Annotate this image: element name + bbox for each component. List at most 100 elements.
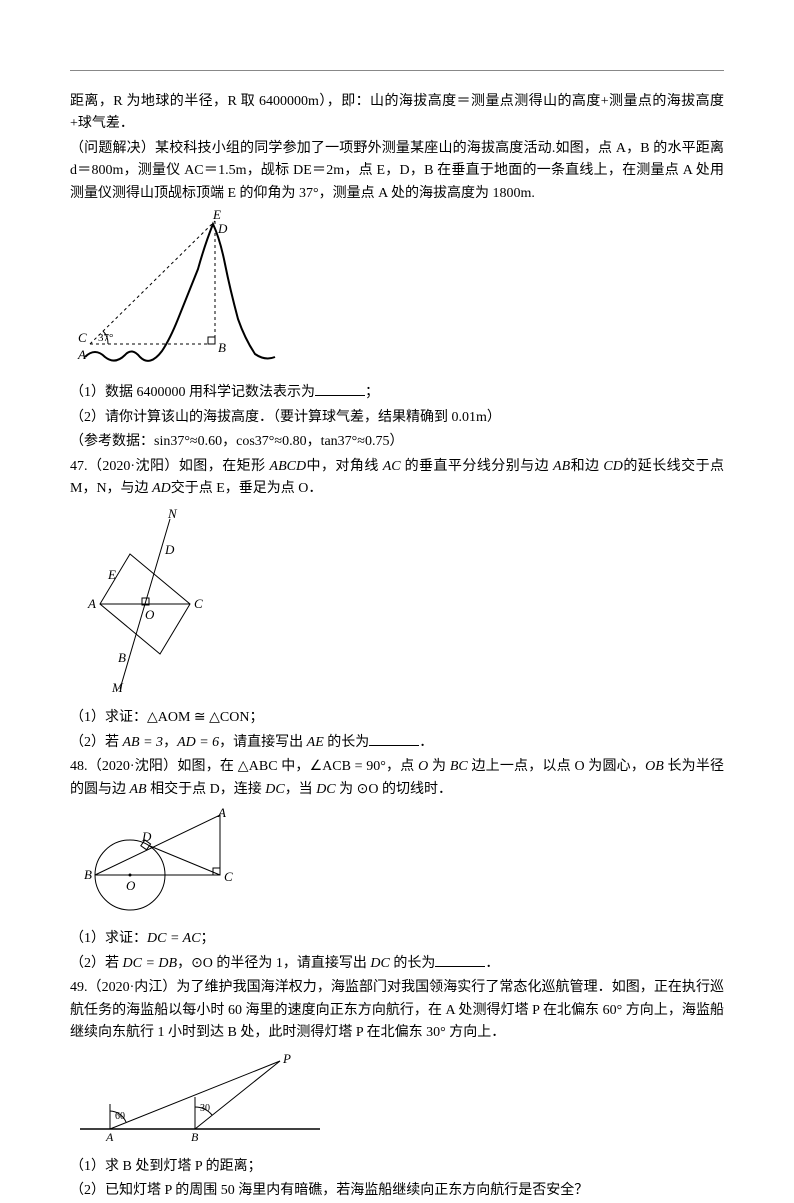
q47-s3: 的垂直平分线分别与边 <box>401 459 553 474</box>
label-C2: C <box>194 596 203 611</box>
q49-part1: （1）求 B 处到灯塔 P 的距离； <box>70 1156 724 1178</box>
q47-p2d: 的长为 <box>324 735 370 750</box>
label-A2: A <box>87 596 96 611</box>
q47-cd: CD <box>603 459 622 474</box>
label-B4: B <box>191 1130 199 1144</box>
q48-circ: ⊙O <box>357 782 379 797</box>
q49-text: 49.（2020·内江）为了维护我国海洋权力，海监部门对我国领海实行了常态化巡航… <box>70 977 724 1044</box>
q48-abc: △ABC <box>238 759 278 774</box>
q47-ac: AC <box>383 459 401 474</box>
q49-svg: 60 30 P A B <box>70 1049 330 1144</box>
label-N: N <box>167 506 178 521</box>
q47-text: 47.（2020·沈阳）如图，在矩形 ABCD中，对角线 AC 的垂直平分线分别… <box>70 456 724 501</box>
q47-p1b: △AOM ≅ △CON <box>147 710 250 725</box>
label-A4: A <box>105 1130 114 1144</box>
figure-q49: 60 30 P A B <box>70 1049 724 1152</box>
q48-s8: ，当 <box>285 782 317 797</box>
label-E2: E <box>107 567 116 582</box>
q48-p2b: DC = DB <box>123 956 178 971</box>
q47-ab: AB <box>553 459 570 474</box>
label-D2: D <box>164 542 175 557</box>
q48-s3: ，点 <box>386 759 418 774</box>
label-30: 30 <box>200 1103 210 1114</box>
intro-para-2: （问题解决）某校科技小组的同学参加了一项野外测量某座山的海拔高度活动.如图，点 … <box>70 138 724 205</box>
q48-s1: 48.（2020·沈阳）如图，在 <box>70 759 238 774</box>
q48-ob: OB <box>645 759 664 774</box>
q47-p2c: ，请直接写出 <box>219 735 307 750</box>
q48-part1: （1）求证：DC = AC； <box>70 928 724 950</box>
q47-p1c: ； <box>250 710 264 725</box>
q46-part2: （2）请你计算该山的海拔高度．（要计算球气差，结果精确到 0.01m） <box>70 407 724 429</box>
q47-p2ae: AE <box>307 735 324 750</box>
intro-para-1: 距离，R 为地球的半径，R 取 6400000m），即：山的海拔高度＝测量点测得… <box>70 91 724 136</box>
q48-p2d: 的半径为 1，请直接写出 <box>213 956 371 971</box>
q48-s5: 边上一点，以点 O 为圆心， <box>468 759 645 774</box>
q46-part3: （参考数据：sin37°≈0.60，cos37°≈0.80，tan37°≈0.7… <box>70 431 724 453</box>
page: 距离，R 为地球的半径，R 取 6400000m），即：山的海拔高度＝测量点测得… <box>0 0 794 1123</box>
q47-s1: 47.（2020·沈阳）如图，在矩形 <box>70 459 270 474</box>
q48-s4: 为 <box>428 759 450 774</box>
q48-o: O <box>418 759 428 774</box>
figure-q48: A D B O C <box>70 805 724 923</box>
q48-s2: 中， <box>278 759 310 774</box>
label-angle-37: 37° <box>98 332 113 344</box>
mountain-svg: E D C A B 37° <box>70 209 290 369</box>
q47-s6: 交于点 E，垂足为点 O． <box>171 481 323 496</box>
label-O: O <box>145 607 155 622</box>
figure-q47: N D E A O C B M <box>70 504 724 702</box>
label-P: P <box>282 1051 291 1066</box>
q48-dc2: DC <box>316 782 335 797</box>
label-B2: B <box>118 650 126 665</box>
q47-p1a: （1）求证： <box>70 710 147 725</box>
label-C: C <box>78 330 87 345</box>
q47-p2b: ， <box>163 735 177 750</box>
q48-text: 48.（2020·沈阳）如图，在 △ABC 中，∠ACB = 90°，点 O 为… <box>70 756 724 801</box>
q48-p1c: ； <box>201 931 215 946</box>
q48-bc: BC <box>450 759 468 774</box>
q48-part2: （2）若 DC = DB，⊙O 的半径为 1，请直接写出 DC 的长为． <box>70 952 724 975</box>
q47-p2a: （2）若 <box>70 735 123 750</box>
q48-p1b: DC = AC <box>147 931 201 946</box>
q48-s10: 的切线时． <box>378 782 452 797</box>
label-D: D <box>217 221 228 236</box>
q47-p2ab: AB = 3 <box>123 735 164 750</box>
q48-p2circ: ⊙O <box>191 956 213 971</box>
q48-acb: ∠ACB = 90° <box>310 759 386 774</box>
q48-s7: 相交于点 D，连接 <box>147 782 266 797</box>
figure-mountain: E D C A B 37° <box>70 209 724 377</box>
label-A3: A <box>217 805 226 820</box>
q48-p2a: （2）若 <box>70 956 123 971</box>
label-M: M <box>111 680 124 694</box>
q48-svg: A D B O C <box>70 805 260 915</box>
q47-p2ad: AD = 6 <box>177 735 219 750</box>
q48-p2dc: DC <box>370 956 389 971</box>
blank-3 <box>435 952 485 967</box>
label-C3: C <box>224 869 233 884</box>
blank-2 <box>369 731 419 746</box>
blank-1 <box>315 381 365 396</box>
q47-part2: （2）若 AB = 3，AD = 6，请直接写出 AE 的长为 ． <box>70 731 724 754</box>
q46-part1-text: （1）数据 6400000 用科学记数法表示为 <box>70 385 315 400</box>
q46-part1-suffix: ； <box>365 385 379 400</box>
label-60: 60 <box>115 1111 125 1122</box>
q47-s2: 中，对角线 <box>306 459 383 474</box>
q48-p2e: 的长为 <box>390 956 436 971</box>
q47-s4: 和边 <box>570 459 603 474</box>
q48-p1a: （1）求证： <box>70 931 147 946</box>
label-B: B <box>218 340 226 355</box>
q48-s9: 为 <box>336 782 357 797</box>
label-O3: O <box>126 878 136 893</box>
q47-part1: （1）求证：△AOM ≅ △CON； <box>70 707 724 729</box>
q47-abcd: ABCD <box>270 459 307 474</box>
q47-ad: AD <box>152 481 171 496</box>
q49-part2: （2）已知灯塔 P 的周围 50 海里内有暗礁，若海监船继续向正东方向航行是否安… <box>70 1180 724 1202</box>
q47-svg: N D E A O C B M <box>70 504 230 694</box>
q48-dc: DC <box>265 782 284 797</box>
header-rule <box>70 70 724 71</box>
q48-p2f: ． <box>485 956 499 971</box>
q46-part1: （1）数据 6400000 用科学记数法表示为 ； <box>70 381 724 404</box>
q47-p2e: ． <box>419 735 433 750</box>
label-B3: B <box>84 867 92 882</box>
label-A: A <box>77 347 86 362</box>
q48-ab2: AB <box>130 782 147 797</box>
